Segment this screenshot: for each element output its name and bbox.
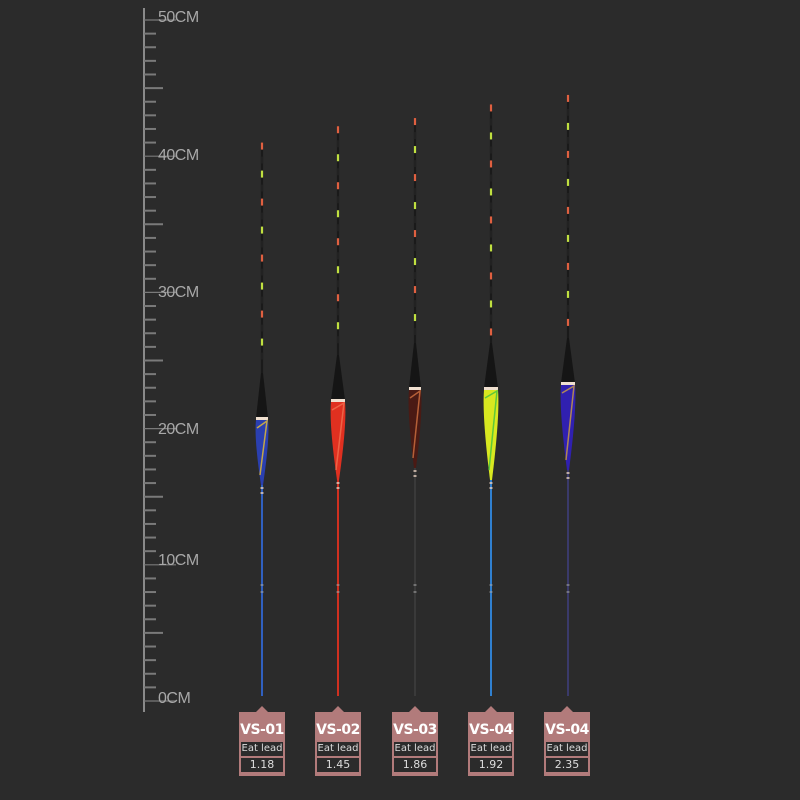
ruler-label-10: 10CM bbox=[158, 552, 199, 569]
ruler-label-0: 0CM bbox=[158, 690, 191, 707]
eat-lead-label: Eat lead bbox=[394, 742, 436, 756]
model-name: VS-03 bbox=[393, 722, 437, 738]
float-neck bbox=[256, 373, 268, 418]
eat-lead-label: Eat lead bbox=[241, 742, 283, 756]
eat-lead-value: 1.86 bbox=[394, 758, 436, 772]
float-tag-3: VS-03 Eat lead 1.86 bbox=[392, 706, 438, 776]
float-5 bbox=[560, 94, 576, 696]
float-collar bbox=[256, 417, 268, 420]
float-3 bbox=[408, 118, 422, 696]
float-collar bbox=[484, 387, 498, 390]
body-accent-stripe bbox=[256, 419, 268, 476]
eat-lead-value: 2.35 bbox=[546, 758, 588, 772]
ruler-label-40: 40CM bbox=[158, 147, 199, 164]
float-tag-4: VS-04 Eat lead 1.92 bbox=[468, 706, 514, 776]
float-tag-1: VS-01 Eat lead 1.18 bbox=[239, 706, 285, 776]
body-accent-stripe bbox=[484, 389, 498, 471]
model-name: VS-01 bbox=[240, 722, 284, 738]
float-neck bbox=[484, 343, 498, 388]
eat-lead-value: 1.45 bbox=[317, 758, 359, 772]
model-name: VS-04 bbox=[545, 722, 589, 738]
body-accent-stripe bbox=[561, 384, 575, 461]
eat-lead-value: 1.18 bbox=[241, 758, 283, 772]
float-2 bbox=[330, 126, 346, 696]
float-collar bbox=[331, 399, 345, 402]
eat-lead-label: Eat lead bbox=[317, 742, 359, 756]
ruler-label-30: 30CM bbox=[158, 284, 199, 301]
ruler bbox=[143, 8, 176, 712]
float-neck bbox=[561, 338, 575, 383]
float-tag-2: VS-02 Eat lead 1.45 bbox=[315, 706, 361, 776]
float-neck bbox=[409, 343, 421, 388]
float-neck bbox=[331, 355, 345, 400]
ruler-label-50: 50CM bbox=[158, 9, 199, 26]
eat-lead-label: Eat lead bbox=[546, 742, 588, 756]
body-accent-stripe bbox=[331, 401, 345, 471]
float-tag-5: VS-04 Eat lead 2.35 bbox=[544, 706, 590, 776]
float-4 bbox=[483, 104, 499, 696]
floats bbox=[255, 94, 576, 696]
body-accent-stripe bbox=[409, 389, 421, 459]
float-1 bbox=[255, 142, 269, 696]
float-collar bbox=[409, 387, 421, 390]
eat-lead-value: 1.92 bbox=[470, 758, 512, 772]
eat-lead-label: Eat lead bbox=[470, 742, 512, 756]
ruler-label-20: 20CM bbox=[158, 421, 199, 438]
model-name: VS-02 bbox=[316, 722, 360, 738]
float-collar bbox=[561, 382, 575, 385]
model-name: VS-04 bbox=[469, 722, 513, 738]
